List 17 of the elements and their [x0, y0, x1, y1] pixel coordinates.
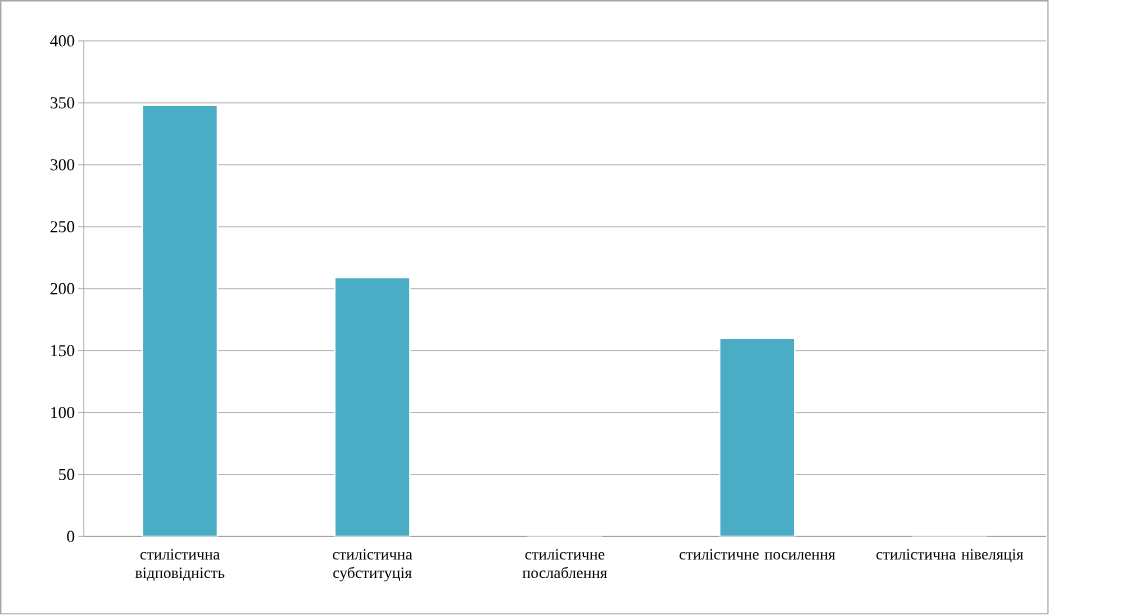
y-tick-label: 200 — [50, 283, 75, 295]
x-tick-label: стилістичне послаблення — [522, 549, 608, 579]
bar — [719, 337, 796, 537]
bar — [334, 277, 411, 537]
x-tick-label: стилістична відповідність — [135, 549, 225, 582]
y-tick-label: 400 — [50, 35, 75, 47]
y-tick-label: 350 — [50, 97, 75, 109]
x-tick-label: стилістична нівеляція — [876, 549, 1024, 563]
x-tick-label: стилістична субституція — [332, 549, 413, 582]
y-tick-label: 100 — [51, 407, 75, 419]
y-tick-label: 0 — [67, 531, 75, 543]
y-tick-label: 250 — [50, 221, 75, 233]
bar — [141, 104, 219, 537]
y-tick-label: 150 — [51, 345, 75, 357]
y-tick-label: 300 — [50, 159, 75, 171]
x-tick-label: стилістичне посилення — [679, 549, 836, 560]
y-tick-label: 50 — [59, 469, 75, 481]
